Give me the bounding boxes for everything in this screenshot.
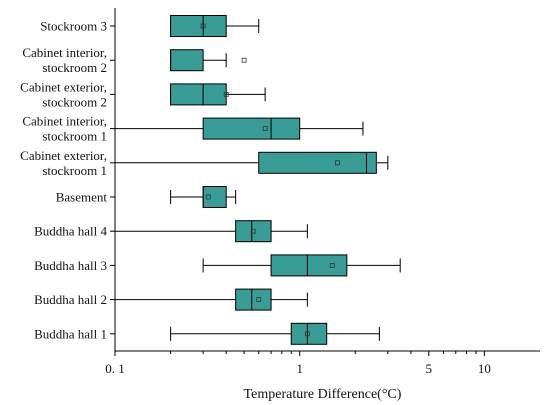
category-label: Stockroom 3: [40, 19, 107, 34]
mean-marker: [304, 331, 310, 337]
category-label-line: Cabinet interior,: [22, 45, 107, 60]
box-iqr: [170, 49, 204, 72]
mean-marker: [250, 228, 256, 234]
category-label: Buddha hall 3: [34, 258, 107, 273]
box-iqr: [170, 83, 227, 106]
mean-marker: [262, 126, 268, 131]
category-label-line: Buddha hall 3: [34, 258, 107, 273]
x-axis: [114, 8, 540, 352]
x-ticks: 0. 1 1 5 10: [105, 351, 491, 376]
category-label: Cabinet interior, stockroom 2: [22, 45, 107, 75]
box-item: [170, 15, 260, 37]
category-label: Buddha hall 2: [34, 292, 107, 307]
category-label: Cabinet interior, stockroom 1: [22, 114, 107, 144]
category-label-line: Stockroom 3: [40, 19, 107, 34]
box-iqr: [235, 288, 272, 311]
mean-marker: [256, 297, 262, 303]
box-iqr: [258, 151, 377, 174]
box-item: [202, 254, 401, 277]
box-item: [170, 322, 380, 345]
category-label: Cabinet exterior, stockroom 2: [20, 79, 107, 109]
mean-marker: [223, 92, 229, 97]
category-label: Buddha hall 1: [34, 326, 107, 341]
mean-marker: [205, 194, 211, 200]
x-axis-title: Temperature Difference(°C): [244, 387, 402, 402]
box-item: [114, 117, 364, 140]
category-label-line: stockroom 2: [42, 60, 107, 75]
box-iqr: [170, 15, 227, 37]
box-item: [170, 49, 247, 72]
box-item: [114, 220, 308, 243]
mean-marker: [241, 57, 247, 63]
mean-marker: [329, 262, 335, 268]
mean-marker: [335, 160, 340, 166]
category-label: Cabinet exterior, stockroom 1: [20, 148, 107, 178]
category-label-line: Buddha hall 2: [34, 292, 107, 307]
x-tick-label: 0. 1: [105, 361, 125, 376]
category-label-line: stockroom 1: [42, 129, 107, 144]
category-label-line: Buddha hall 1: [34, 326, 107, 341]
box-iqr: [270, 254, 348, 277]
category-label-line: stockroom 2: [42, 94, 107, 109]
category-label-line: Cabinet interior,: [22, 114, 107, 129]
box-item: [114, 288, 308, 311]
box-item: [114, 151, 389, 174]
box-item: [170, 186, 237, 208]
category-label-line: stockroom 1: [42, 163, 107, 178]
x-tick-label: 5: [426, 361, 433, 376]
category-label-line: Basement: [56, 190, 108, 205]
x-tick-label: 1: [296, 361, 303, 376]
box-iqr: [235, 220, 272, 243]
box-iqr: [202, 117, 301, 140]
box-item: [170, 83, 266, 106]
box-series: [114, 15, 401, 345]
category-label-line: Cabinet exterior,: [20, 148, 107, 163]
category-label: Buddha hall 4: [34, 224, 107, 239]
category-label: Basement: [56, 190, 108, 205]
mean-marker: [200, 23, 206, 29]
category-label-line: Buddha hall 4: [34, 224, 107, 239]
category-label-line: Cabinet exterior,: [20, 79, 107, 94]
x-tick-label: 10: [478, 361, 491, 376]
